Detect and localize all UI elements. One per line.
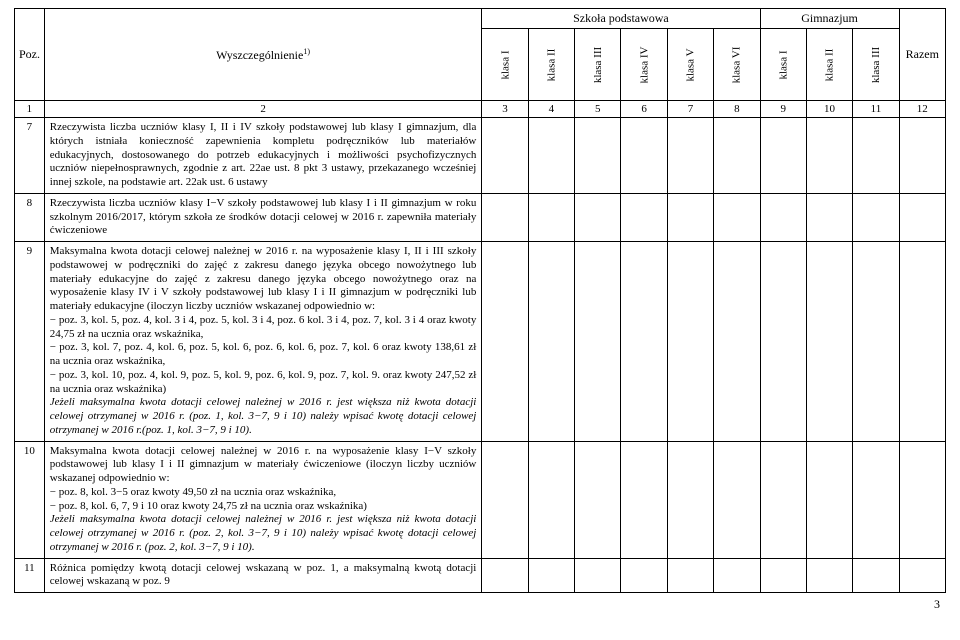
row-poz: 11 xyxy=(15,558,45,593)
row-text: Różnica pomiędzy kwotą dotacji celowej w… xyxy=(44,558,482,593)
table-row: 11 Różnica pomiędzy kwotą dotacji celowe… xyxy=(15,558,946,593)
row-poz: 9 xyxy=(15,242,45,442)
table-header-row: Poz. Wyszczególnienie1) Szkoła podstawow… xyxy=(15,9,946,29)
row-poz: 8 xyxy=(15,193,45,241)
header-poz: Poz. xyxy=(15,9,45,101)
page-number: 3 xyxy=(14,593,946,612)
col-klasa: klasa III xyxy=(853,29,899,101)
header-wys: Wyszczególnienie1) xyxy=(44,9,482,101)
row-text: Rzeczywista liczba uczniów klasy I−V szk… xyxy=(44,193,482,241)
col-klasa: klasa IV xyxy=(621,29,667,101)
table-row: 10 Maksymalna kwota dotacji celowej nale… xyxy=(15,441,946,558)
header-group-gimnazjum: Gimnazjum xyxy=(760,9,899,29)
header-razem: Razem xyxy=(899,9,945,101)
row-poz: 7 xyxy=(15,118,45,194)
header-group-szkola: Szkoła podstawowa xyxy=(482,9,760,29)
row-text: Maksymalna kwota dotacji celowej należne… xyxy=(44,242,482,442)
col-klasa: klasa I xyxy=(760,29,806,101)
table-row: 9 Maksymalna kwota dotacji celowej należ… xyxy=(15,242,946,442)
row-poz: 10 xyxy=(15,441,45,558)
col-klasa: klasa I xyxy=(482,29,528,101)
table-number-row: 1 2 3 4 5 6 7 8 9 10 11 12 xyxy=(15,101,946,118)
table-row: 8 Rzeczywista liczba uczniów klasy I−V s… xyxy=(15,193,946,241)
col-klasa: klasa II xyxy=(806,29,852,101)
col-klasa: klasa II xyxy=(528,29,574,101)
main-table: Poz. Wyszczególnienie1) Szkoła podstawow… xyxy=(14,8,946,593)
row-text: Maksymalna kwota dotacji celowej należne… xyxy=(44,441,482,558)
col-klasa: klasa III xyxy=(575,29,621,101)
col-klasa: klasa VI xyxy=(714,29,760,101)
table-row: 7 Rzeczywista liczba uczniów klasy I, II… xyxy=(15,118,946,194)
col-klasa: klasa V xyxy=(667,29,713,101)
row-text: Rzeczywista liczba uczniów klasy I, II i… xyxy=(44,118,482,194)
